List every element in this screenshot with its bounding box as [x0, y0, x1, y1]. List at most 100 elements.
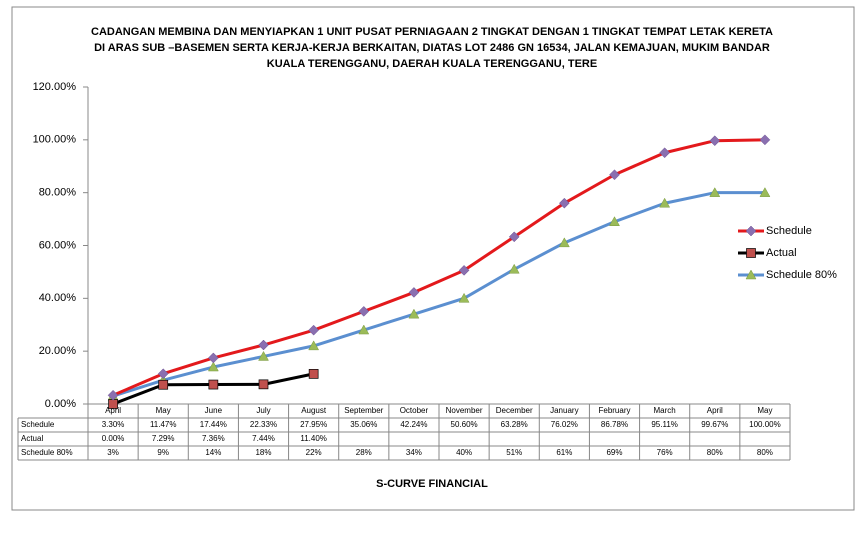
- table-cell: 0.00%: [102, 434, 125, 443]
- marker: [709, 135, 721, 147]
- legend-label: Schedule: [766, 225, 812, 237]
- table-cell: 3.30%: [102, 420, 125, 429]
- legend-marker: [745, 225, 757, 237]
- y-tick-label: 120.00%: [33, 81, 77, 93]
- table-cell: 80%: [707, 448, 723, 457]
- marker: [559, 197, 570, 209]
- x-tick-label: July: [256, 406, 270, 415]
- series-line: [112, 138, 765, 397]
- table-cell: 17.44%: [200, 420, 227, 429]
- marker: [258, 379, 269, 390]
- x-tick-label: January: [550, 406, 578, 415]
- marker: [508, 263, 520, 274]
- x-axis-title: S-CURVE FINANCIAL: [376, 478, 488, 490]
- table-cell: 14%: [205, 448, 221, 457]
- table-cell: 99.67%: [701, 420, 728, 429]
- legend-marker: [746, 248, 756, 258]
- y-tick-label: 40.00%: [39, 292, 77, 304]
- table-cell: 7.36%: [202, 434, 225, 443]
- table-cell: 34%: [406, 448, 422, 457]
- marker: [759, 187, 771, 197]
- x-tick-label: November: [446, 406, 483, 415]
- marker: [558, 237, 570, 248]
- table-cell: 7.29%: [152, 434, 175, 443]
- marker: [258, 350, 269, 361]
- marker: [158, 379, 169, 390]
- marker: [308, 324, 319, 336]
- table-cell: 9%: [157, 448, 169, 457]
- table-cell: 11.47%: [150, 420, 177, 429]
- marker: [508, 231, 520, 243]
- x-tick-label: December: [496, 406, 533, 415]
- marker: [609, 216, 620, 226]
- table-cell: 7.44%: [252, 434, 275, 443]
- marker: [208, 379, 219, 390]
- y-tick-label: 100.00%: [33, 134, 77, 146]
- marker: [358, 324, 370, 335]
- table-cell: 28%: [356, 448, 372, 457]
- chart-border: [11, 6, 855, 511]
- table-cell: 3%: [107, 448, 119, 457]
- marker: [709, 187, 721, 197]
- table-row-label: Actual: [21, 434, 43, 443]
- marker: [759, 134, 771, 146]
- marker: [157, 368, 169, 380]
- table-cell: 80%: [757, 448, 773, 457]
- x-tick-label: April: [105, 406, 121, 415]
- table-cell: 76%: [657, 448, 673, 457]
- legend-label: Actual: [766, 247, 797, 259]
- x-tick-label: March: [654, 406, 676, 415]
- marker: [208, 352, 219, 364]
- table-cell: 42.24%: [400, 420, 427, 429]
- y-tick-label: 0.00%: [45, 398, 76, 410]
- marker: [458, 292, 470, 303]
- marker: [659, 197, 671, 208]
- table-cell: 50.60%: [451, 420, 478, 429]
- marker: [458, 264, 470, 276]
- table-cell: 35.06%: [350, 420, 377, 429]
- y-tick-label: 20.00%: [39, 345, 77, 357]
- legend-label: Schedule 80%: [766, 269, 837, 281]
- chart-title: KUALA TERENGGANU, DAERAH KUALA TERENGGAN…: [267, 58, 597, 70]
- y-tick-label: 80.00%: [39, 187, 77, 199]
- marker: [108, 399, 118, 409]
- table-cell: 22.33%: [250, 420, 277, 429]
- x-tick-label: May: [156, 406, 171, 415]
- x-tick-label: May: [757, 406, 772, 415]
- marker: [107, 389, 119, 401]
- table-row-label: Schedule 80%: [21, 448, 73, 457]
- table-cell: 40%: [456, 448, 472, 457]
- chart-title: DI ARAS SUB –BASEMEN SERTA KERJA-KERJA B…: [94, 42, 770, 54]
- table-cell: 69%: [606, 448, 622, 457]
- marker: [308, 369, 319, 379]
- table-cell: 100.00%: [749, 420, 781, 429]
- x-tick-label: August: [301, 406, 327, 415]
- marker: [659, 147, 670, 159]
- x-tick-label: April: [707, 406, 723, 415]
- x-tick-label: February: [598, 406, 630, 415]
- x-tick-label: October: [400, 406, 429, 415]
- marker: [207, 361, 219, 372]
- marker: [308, 340, 320, 351]
- legend-marker: [745, 269, 757, 280]
- table-cell: 95.11%: [651, 420, 678, 429]
- chart-title: CADANGAN MEMBINA DAN MENYIAPKAN 1 UNIT P…: [91, 26, 773, 38]
- marker: [408, 287, 420, 298]
- table-cell: 51%: [506, 448, 522, 457]
- table-cell: 63.28%: [501, 420, 528, 429]
- series-line: [112, 191, 765, 398]
- y-tick-label: 60.00%: [39, 239, 77, 251]
- table-cell: 61%: [556, 448, 572, 457]
- table-cell: 27.95%: [300, 420, 327, 429]
- table-cell: 18%: [255, 448, 271, 457]
- table-row-label: Schedule: [21, 420, 55, 429]
- marker: [408, 308, 420, 319]
- marker: [609, 169, 620, 181]
- table-cell: 86.78%: [601, 420, 628, 429]
- table-cell: 76.02%: [551, 420, 578, 429]
- marker: [258, 339, 269, 351]
- x-tick-label: June: [205, 406, 223, 415]
- table-cell: 22%: [306, 448, 322, 457]
- table-cell: 11.40%: [300, 434, 327, 443]
